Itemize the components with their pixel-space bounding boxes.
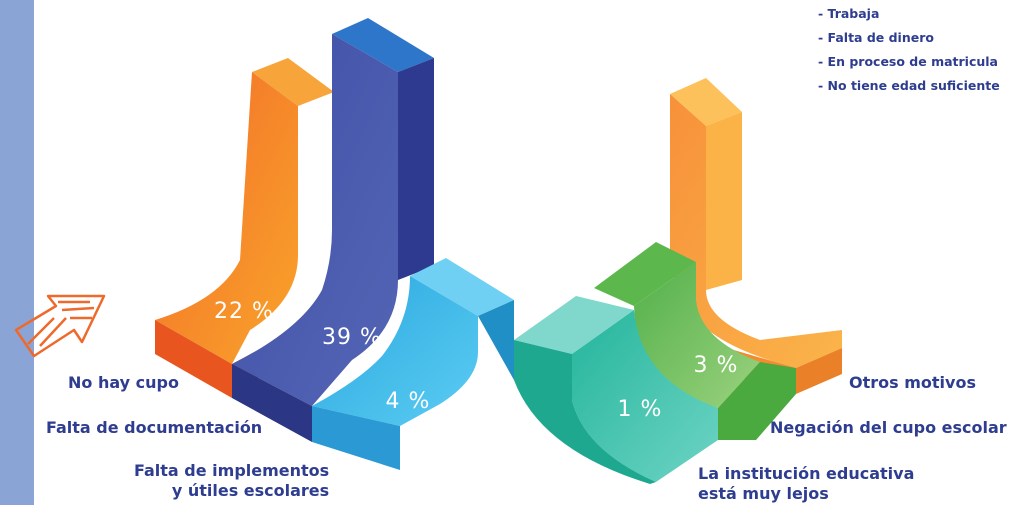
list-item: - En proceso de matricula — [818, 54, 998, 69]
label-falta-implementos-line1: Falta de implementos — [134, 461, 330, 480]
label-falta-implementos-line2: y útiles escolares — [171, 481, 330, 500]
list-item: - No tiene edad suficiente — [818, 78, 1000, 93]
sidebar-strip — [0, 0, 34, 505]
value-label-negacion-cupo: 3 % — [694, 353, 739, 378]
value-label-institucion-lejos: 1 % — [618, 397, 663, 422]
value-label-falta-implementos: 4 % — [386, 389, 431, 414]
label-falta-documentacion: Falta de documentación — [46, 418, 263, 437]
label-falta-implementos: Falta de implementos y útiles escolares — [134, 461, 329, 501]
value-label-no-hay-cupo: 22 % — [214, 299, 274, 324]
list-item: - Falta de dinero — [818, 30, 934, 45]
label-negacion-cupo: Negación del cupo escolar — [770, 418, 1007, 437]
bar-falta-implementos — [312, 258, 514, 470]
arrow-icon — [14, 294, 106, 358]
label-institucion-lejos-line1: La institución educativa — [698, 464, 915, 483]
label-institucion-lejos-line2: está muy lejos — [698, 484, 829, 503]
value-label-otros-motivos: 31 % — [762, 301, 822, 326]
label-institucion-lejos: La institución educativa está muy lejos — [698, 464, 914, 504]
value-label-falta-documentacion: 39 % — [322, 325, 382, 350]
bar-negacion-cupo — [594, 242, 796, 440]
label-otros-motivos: Otros motivos — [849, 373, 976, 392]
label-no-hay-cupo: No hay cupo — [68, 373, 179, 392]
list-item: - Trabaja — [818, 6, 880, 21]
otros-motivos-list: - Trabaja - Falta de dinero - En proceso… — [818, 2, 1000, 98]
bar-institucion-lejos — [514, 296, 718, 484]
bar-falta-documentacion — [232, 18, 434, 442]
